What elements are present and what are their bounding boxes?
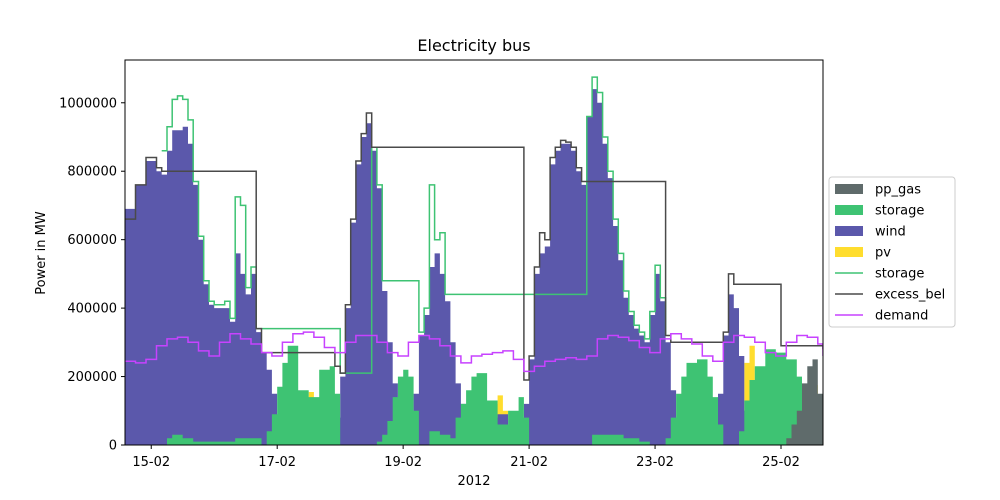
legend-label-storage: storage: [875, 204, 924, 219]
legend-swatch-pv: [835, 247, 863, 257]
wind-area: [125, 89, 823, 445]
y-axis-label: Power in MW: [34, 211, 49, 295]
y-tick-label: 400000: [67, 302, 117, 317]
y-tick-label: 1000000: [59, 96, 117, 111]
legend-swatch-storage: [835, 205, 863, 215]
storage-area: [125, 345, 823, 445]
y-tick-label: 0: [109, 439, 117, 454]
chart-title: Electricity bus: [417, 36, 530, 55]
storage-line: [161, 76, 667, 374]
plot-area: [125, 76, 823, 445]
x-tick-label: 19-02: [384, 455, 422, 470]
x-tick-label: 15-02: [132, 455, 170, 470]
y-tick-label: 800000: [67, 165, 117, 180]
axes: 0 200000 400000 600000 800000 1000000 15-02 17-…: [59, 59, 824, 470]
x-tick-label: 17-02: [258, 455, 296, 470]
legend-swatch-wind: [835, 226, 863, 236]
legend-label-excess-bel: excess_bel: [875, 288, 945, 303]
x-tick-label: 21-02: [510, 455, 548, 470]
plot-frame: [124, 59, 824, 446]
demand-line: [125, 331, 823, 373]
x-tick-label: 25-02: [762, 455, 800, 470]
x-axis-label: 2012: [457, 474, 490, 489]
legend-label-pp-gas: pp_gas: [875, 183, 921, 198]
legend-label-storage: storage: [875, 267, 924, 282]
y-tick-label: 200000: [67, 370, 117, 385]
x-tick-label: 23-02: [636, 455, 674, 470]
legend-label-pv: pv: [875, 246, 891, 261]
y-tick-label: 600000: [67, 233, 117, 248]
legend-swatch-pp-gas: [835, 184, 863, 194]
legend-label-demand: demand: [875, 309, 928, 324]
legend-label-wind: wind: [875, 225, 906, 240]
